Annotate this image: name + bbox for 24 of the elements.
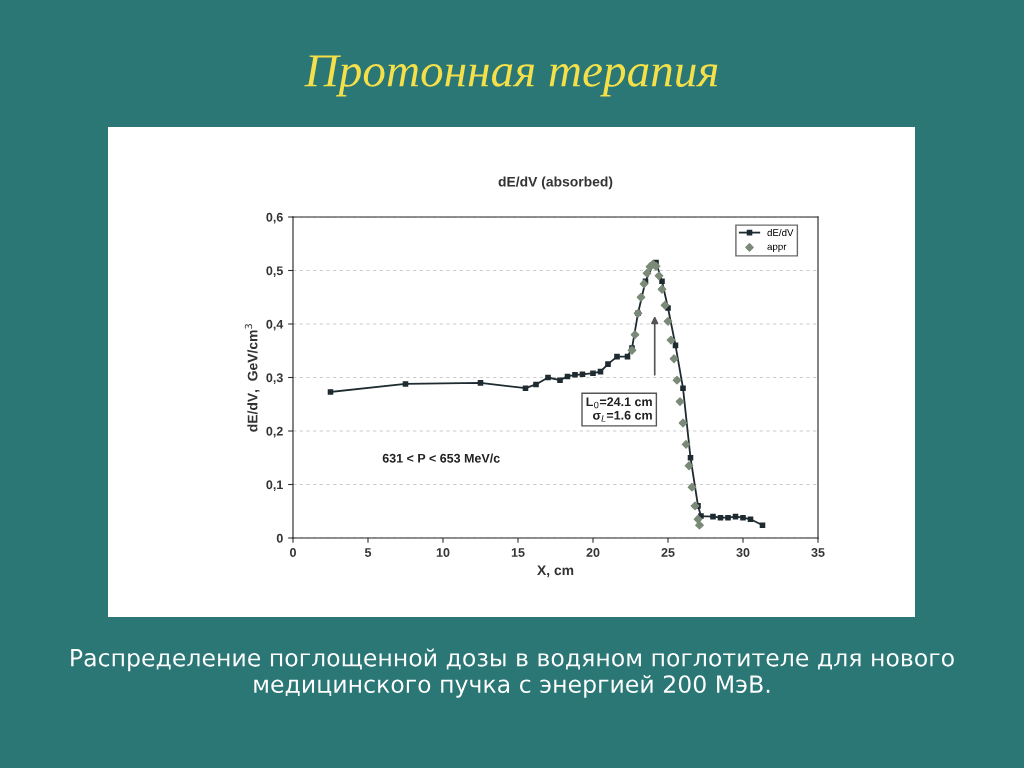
x-tick-label: 30 [736, 548, 750, 557]
annotation: L$_{0}$=24.1 cm σ$_{L}$=1.6 cm [586, 397, 652, 422]
x-tick-label: 10 [436, 548, 450, 557]
y-tick-label: 0,4 [266, 319, 284, 331]
y-tick-label: 0,3 [266, 373, 283, 384]
x-tick-label: 20 [586, 548, 600, 557]
annotation: 631 < P < 653 MeV/c [382, 453, 500, 463]
legend-label: dE/dV [767, 228, 794, 237]
y-axis-title: dE/dV, GeV/cm$^{3}$ [244, 324, 260, 432]
legend-label: appr [767, 244, 787, 252]
x-tick-label: 25 [661, 548, 675, 557]
y-tick-label: 0,5 [266, 266, 283, 277]
y-tick-label: 0,1 [266, 480, 283, 491]
chart-title: Протонная терапия [304, 55, 718, 97]
x-tick-label: 15 [511, 548, 525, 557]
x-tick-label: 5 [364, 548, 372, 557]
x-tick-label: 35 [811, 548, 825, 557]
x-tick-label: 0 [290, 548, 296, 557]
y-tick-label: 0,2 [266, 426, 283, 438]
chart-subtitle: dE/dV (absorbed) [498, 176, 613, 190]
y-tick-label: 0 [276, 533, 283, 543]
x-axis-title: X, cm [537, 565, 574, 578]
text: Распределение поглощенной дозы в водяном поглотителе для нового медицинского пучка с энергией 200 МэВ. [71, 648, 954, 698]
y-tick-label: 0,6 [266, 212, 283, 224]
